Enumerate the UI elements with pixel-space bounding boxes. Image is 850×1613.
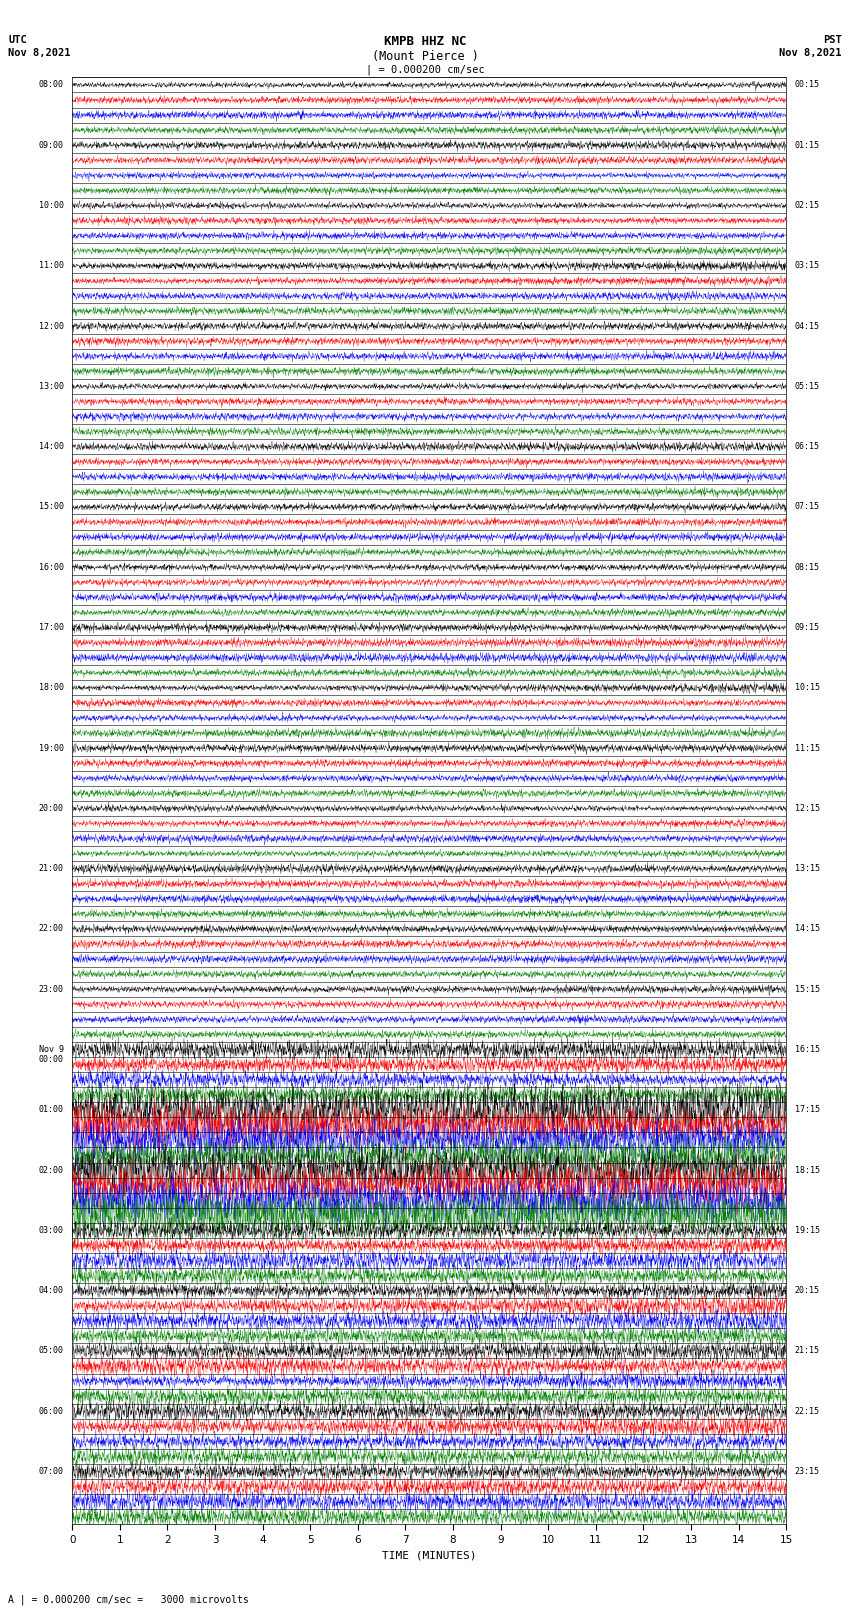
Text: 19:00: 19:00 <box>39 744 64 753</box>
Text: 08:15: 08:15 <box>795 563 819 571</box>
Text: Nov 8,2021: Nov 8,2021 <box>8 48 71 58</box>
Text: A | = 0.000200 cm/sec =   3000 microvolts: A | = 0.000200 cm/sec = 3000 microvolts <box>8 1594 249 1605</box>
Text: 13:00: 13:00 <box>39 382 64 390</box>
Text: 20:00: 20:00 <box>39 803 64 813</box>
Text: 13:15: 13:15 <box>795 865 819 873</box>
Text: 20:15: 20:15 <box>795 1286 819 1295</box>
Text: 21:00: 21:00 <box>39 865 64 873</box>
Text: KMPB HHZ NC: KMPB HHZ NC <box>383 35 467 48</box>
Text: 07:15: 07:15 <box>795 502 819 511</box>
Text: 17:00: 17:00 <box>39 623 64 632</box>
Text: 22:00: 22:00 <box>39 924 64 934</box>
Text: 14:15: 14:15 <box>795 924 819 934</box>
Text: PST: PST <box>823 35 842 45</box>
Text: 07:00: 07:00 <box>39 1466 64 1476</box>
Text: 19:15: 19:15 <box>795 1226 819 1236</box>
Text: 18:00: 18:00 <box>39 684 64 692</box>
Text: UTC: UTC <box>8 35 27 45</box>
Text: Nov 8,2021: Nov 8,2021 <box>779 48 842 58</box>
Text: 05:00: 05:00 <box>39 1347 64 1355</box>
Text: 02:15: 02:15 <box>795 202 819 210</box>
Text: 11:00: 11:00 <box>39 261 64 271</box>
Text: 14:00: 14:00 <box>39 442 64 452</box>
Text: 15:00: 15:00 <box>39 502 64 511</box>
Text: 15:15: 15:15 <box>795 984 819 994</box>
Text: 03:15: 03:15 <box>795 261 819 271</box>
Text: 03:00: 03:00 <box>39 1226 64 1236</box>
Text: 02:00: 02:00 <box>39 1166 64 1174</box>
Text: 06:15: 06:15 <box>795 442 819 452</box>
Text: 12:15: 12:15 <box>795 803 819 813</box>
Text: 23:15: 23:15 <box>795 1466 819 1476</box>
Text: Nov 9
00:00: Nov 9 00:00 <box>39 1045 64 1065</box>
Text: 00:15: 00:15 <box>795 81 819 89</box>
Text: 04:00: 04:00 <box>39 1286 64 1295</box>
Text: 08:00: 08:00 <box>39 81 64 89</box>
Text: 12:00: 12:00 <box>39 321 64 331</box>
Text: 05:15: 05:15 <box>795 382 819 390</box>
Text: 09:15: 09:15 <box>795 623 819 632</box>
Text: 10:00: 10:00 <box>39 202 64 210</box>
Text: 23:00: 23:00 <box>39 984 64 994</box>
Text: 21:15: 21:15 <box>795 1347 819 1355</box>
Text: 17:15: 17:15 <box>795 1105 819 1115</box>
Text: 01:15: 01:15 <box>795 140 819 150</box>
Text: (Mount Pierce ): (Mount Pierce ) <box>371 50 479 63</box>
Text: 01:00: 01:00 <box>39 1105 64 1115</box>
Text: 04:15: 04:15 <box>795 321 819 331</box>
Text: 06:00: 06:00 <box>39 1407 64 1416</box>
Text: 10:15: 10:15 <box>795 684 819 692</box>
Text: 16:00: 16:00 <box>39 563 64 571</box>
Text: | = 0.000200 cm/sec: | = 0.000200 cm/sec <box>366 65 484 76</box>
Text: 09:00: 09:00 <box>39 140 64 150</box>
Text: 22:15: 22:15 <box>795 1407 819 1416</box>
X-axis label: TIME (MINUTES): TIME (MINUTES) <box>382 1550 477 1560</box>
Text: 18:15: 18:15 <box>795 1166 819 1174</box>
Text: 16:15: 16:15 <box>795 1045 819 1053</box>
Text: 11:15: 11:15 <box>795 744 819 753</box>
